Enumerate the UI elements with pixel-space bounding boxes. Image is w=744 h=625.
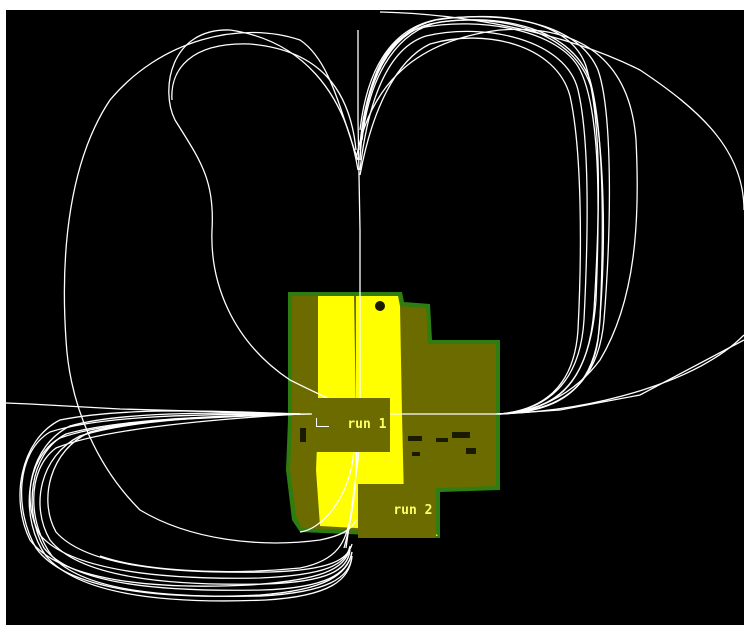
map-obstacles bbox=[300, 301, 476, 456]
run-label-2-text: run 2 bbox=[393, 503, 433, 518]
window-top-border bbox=[0, 0, 744, 10]
start-marker-icon bbox=[316, 418, 329, 427]
trajectory-paths bbox=[6, 11, 744, 602]
run-label-1-text: run 1 bbox=[347, 417, 387, 432]
run-label-2[interactable]: run 2 bbox=[358, 484, 437, 538]
run-label-1[interactable]: run 1 bbox=[312, 398, 391, 452]
map-viewport[interactable]: run 1 run 2 bbox=[6, 10, 744, 625]
map-canvas[interactable] bbox=[6, 10, 744, 625]
window-left-border bbox=[0, 0, 6, 625]
map-free-area-right bbox=[356, 296, 438, 536]
